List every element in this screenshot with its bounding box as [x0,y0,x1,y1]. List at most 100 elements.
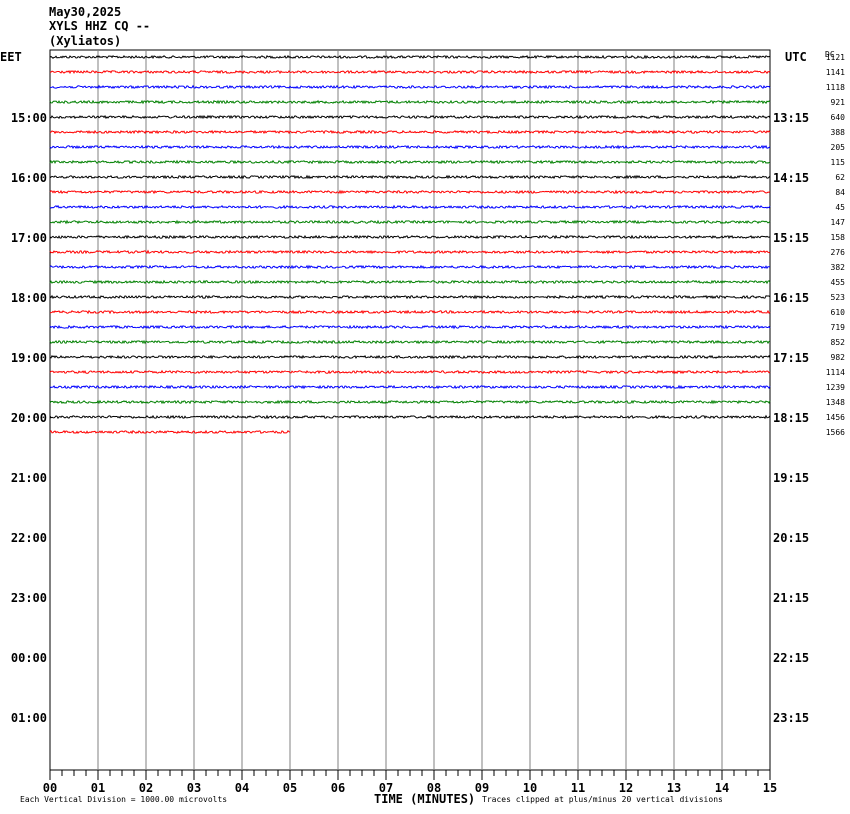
right-hour-label: 17:15 [773,351,809,365]
x-tick-label: 04 [235,781,249,795]
hour-labels: 15:00 16:00 17:00 18:00 19:00 20:00 21:00 22:00… [11,111,809,725]
header-site: (Xyliatos) [49,34,122,48]
seismic-trace [49,414,771,420]
left-hour-label: 20:00 [11,411,47,425]
x-tick-label: 12 [619,781,633,795]
left-hour-label: 17:00 [11,231,47,245]
dc-offset-label: 610 [831,308,846,317]
right-timezone-label: UTC [785,50,807,64]
seismic-trace [49,249,771,255]
dc-offset-label: 147 [831,218,846,227]
seismic-trace [49,204,771,210]
dc-offset-label: 852 [831,338,846,347]
left-hour-label: 21:00 [11,471,47,485]
seismic-trace [49,399,771,405]
right-hour-label: 21:15 [773,591,809,605]
dc-offset-label: 719 [831,323,846,332]
dc-offset-label: 982 [831,353,846,362]
seismic-trace [49,354,771,360]
right-hour-label: 18:15 [773,411,809,425]
x-tick-label: 15 [763,781,777,795]
dc-offset-label: 388 [831,128,846,137]
x-tick-label: 07 [379,781,393,795]
right-hour-label: 14:15 [773,171,809,185]
seismic-trace [49,324,771,330]
x-tick-label: 14 [715,781,729,795]
right-hour-label: 16:15 [773,291,809,305]
seismic-trace [49,219,771,225]
dc-header-label: DC [825,50,835,59]
x-tick-label: 01 [91,781,105,795]
dc-offset-labels: 1121 1141 1118 921 640 388 205 115 62 84 45 147 158 2… [826,53,845,437]
x-tick-label: 00 [43,781,57,795]
dc-offset-label: 115 [831,158,846,167]
x-tick-label: 03 [187,781,201,795]
left-hour-label: 16:00 [11,171,47,185]
dc-offset-label: 276 [831,248,846,257]
dc-offset-label: 84 [835,188,845,197]
time-axis: 00 01 02 03 04 05 06 07 08 09 10 11 12 13 14 15 [43,770,777,795]
dc-offset-label: 1348 [826,398,845,407]
seismic-trace [49,84,771,90]
right-hour-label: 22:15 [773,651,809,665]
dc-offset-label: 1141 [826,68,845,77]
seismic-trace [49,174,771,180]
dc-offset-label: 640 [831,113,846,122]
clip-note: Traces clipped at plus/minus 20 vertical… [482,795,723,804]
x-tick-label: 10 [523,781,537,795]
left-hour-label: 15:00 [11,111,47,125]
dc-offset-label: 382 [831,263,846,272]
x-tick-label: 05 [283,781,297,795]
seismic-trace [49,99,771,105]
right-hour-label: 20:15 [773,531,809,545]
time-axis-title: TIME (MINUTES) [374,792,475,806]
x-tick-label: 09 [475,781,489,795]
x-tick-label: 08 [427,781,441,795]
left-timezone-label: EET [0,50,22,64]
dc-offset-label: 1239 [826,383,845,392]
dc-offset-label: 1114 [826,368,845,377]
dc-offset-label: 921 [831,98,846,107]
seismic-trace [49,264,771,270]
seismic-trace [49,429,291,435]
dc-offset-label: 45 [835,203,845,212]
right-hour-label: 19:15 [773,471,809,485]
seismic-trace [49,129,771,135]
seismic-trace [49,279,771,285]
plot-border [49,49,771,771]
dc-offset-label: 62 [835,173,845,182]
dc-offset-label: 1121 [826,53,845,62]
dc-offset-label: 523 [831,293,846,302]
dc-offset-label: 455 [831,278,846,287]
right-hour-label: 13:15 [773,111,809,125]
x-tick-label: 06 [331,781,345,795]
seismic-trace [49,384,771,390]
dc-offset-label: 205 [831,143,846,152]
dc-offset-label: 1118 [826,83,845,92]
dc-offset-label: 1456 [826,413,845,422]
vertical-division-note: Each Vertical Division = 1000.00 microvo… [20,795,227,804]
seismic-trace [49,309,771,315]
x-tick-label: 11 [571,781,585,795]
x-tick-label: 13 [667,781,681,795]
left-hour-label: 19:00 [11,351,47,365]
seismic-trace [49,339,771,345]
plot-grid [49,49,771,771]
seismic-trace [49,189,771,195]
left-hour-label: 01:00 [11,711,47,725]
left-hour-label: 23:00 [11,591,47,605]
right-hour-label: 23:15 [773,711,809,725]
seismic-trace [49,159,771,165]
header-station: XYLS HHZ CQ -- [49,19,151,33]
header-date: May30,2025 [49,5,122,19]
left-hour-label: 00:00 [11,651,47,665]
x-tick-label: 02 [139,781,153,795]
dc-offset-label: 1566 [826,428,845,437]
dc-offset-label: 158 [831,233,846,242]
left-hour-label: 22:00 [11,531,47,545]
left-hour-label: 18:00 [11,291,47,305]
seismic-traces [49,54,771,435]
seismic-trace [49,54,771,60]
seismic-trace [49,114,771,120]
